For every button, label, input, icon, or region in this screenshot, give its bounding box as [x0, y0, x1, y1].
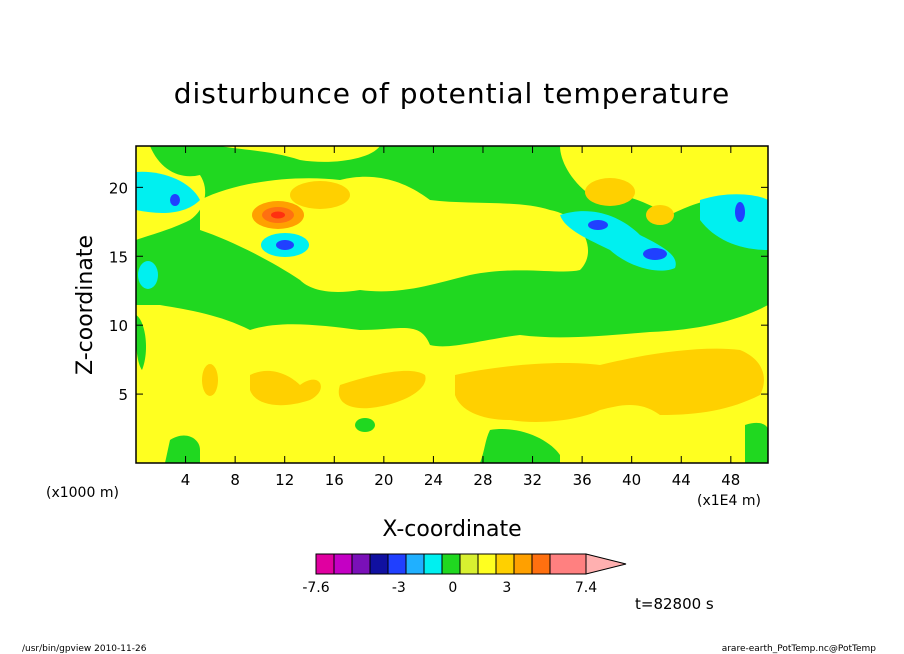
y-tick-label: 15	[109, 248, 128, 266]
x-tick-label: 48	[721, 471, 740, 489]
x-tick-label: 4	[181, 471, 191, 489]
x-tick-label: 44	[672, 471, 691, 489]
y-tick-label: 5	[118, 386, 128, 404]
x-tick-label: 16	[325, 471, 344, 489]
region-blue-1	[276, 240, 294, 250]
chart-title: disturbunce of potential temperature	[174, 77, 731, 110]
x-unit-right: (x1E4 m)	[697, 493, 761, 509]
region-orange-lower-1	[250, 370, 321, 406]
colorbar-label: 7.4	[575, 580, 597, 596]
footer-left: /usr/bin/gpview 2010-11-26	[22, 644, 147, 654]
region-green-small	[355, 418, 375, 432]
region-green-left-strip	[136, 315, 147, 370]
region-cyan-left-low	[138, 261, 158, 289]
x-tick-label: 12	[275, 471, 294, 489]
x-tick-label: 28	[473, 471, 492, 489]
region-orange-lower-3	[455, 348, 764, 422]
region-green-bottom-1	[480, 429, 560, 463]
colorbar-cell	[459, 553, 479, 575]
colorbar-cell	[351, 553, 371, 575]
colorbar-cell	[333, 553, 353, 575]
footer-right: arare-earth_PotTemp.nc@PotTemp	[722, 644, 877, 654]
colorbar-cell	[405, 553, 425, 575]
colorbar-cell	[369, 553, 389, 575]
time-label: t=82800 s	[635, 595, 714, 613]
colorbar-cell	[531, 553, 551, 575]
region-orange-2	[585, 178, 635, 206]
x-tick-label: 36	[573, 471, 592, 489]
x-tick-label: 20	[374, 471, 393, 489]
colorbar-cell	[387, 553, 407, 575]
x-unit-left: (x1000 m)	[46, 485, 119, 501]
region-orange-3	[646, 205, 674, 225]
plot-area	[135, 145, 769, 464]
region-cyan-right	[700, 194, 768, 250]
region-green-bottom-2	[165, 435, 200, 463]
region-orange-lower-2	[338, 370, 426, 409]
colorbar-arrow	[585, 553, 627, 575]
region-blue-2	[588, 220, 608, 230]
colorbar-cell	[495, 553, 515, 575]
region-yellow-upper	[136, 146, 380, 162]
colorbar-cell	[477, 553, 497, 575]
y-tick-label: 10	[109, 317, 128, 335]
region-blue-right	[735, 202, 745, 222]
x-tick-label: 8	[230, 471, 240, 489]
colorbar-cell	[315, 553, 335, 575]
y-tick-label: 20	[109, 179, 128, 197]
colorbar-cell	[441, 553, 461, 575]
x-axis-title: X-coordinate	[382, 517, 521, 542]
region-green-bottom-3	[745, 422, 768, 463]
colorbar: -7.6 -3 0 3 7.4	[302, 553, 627, 596]
y-axis-title: Z-coordinate	[73, 235, 98, 375]
region-orange-1	[290, 181, 350, 209]
colorbar-label: -7.6	[302, 580, 329, 596]
colorbar-label: 0	[448, 580, 457, 596]
region-red-core	[271, 211, 285, 219]
colorbar-cell	[513, 553, 533, 575]
colorbar-label: 3	[502, 580, 511, 596]
plot-frame	[135, 145, 769, 464]
x-tick-label: 40	[622, 471, 641, 489]
region-blue-3	[643, 248, 667, 260]
region-orange-lower-4	[202, 364, 218, 396]
colorbar-label: -3	[392, 580, 406, 596]
colorbar-cell	[549, 553, 587, 575]
colorbar-cell	[423, 553, 443, 575]
region-blue-left	[170, 194, 180, 206]
x-tick-label: 32	[523, 471, 542, 489]
x-tick-label: 24	[424, 471, 443, 489]
region-cyan-left	[136, 171, 200, 213]
